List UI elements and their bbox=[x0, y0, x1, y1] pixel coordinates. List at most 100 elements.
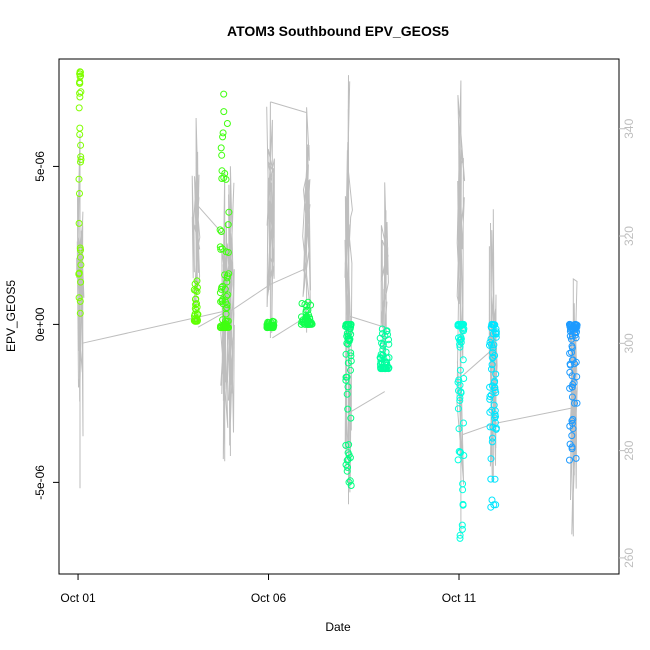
data-point-flight-0 bbox=[76, 68, 84, 76]
data-point-flight-0 bbox=[75, 175, 83, 183]
data-point-flight-0 bbox=[75, 269, 83, 277]
data-point-flight-0 bbox=[77, 246, 84, 254]
temperature-trace-3 bbox=[226, 166, 235, 456]
data-point-flight-7 bbox=[456, 366, 464, 374]
epv-points-group bbox=[75, 68, 581, 542]
temperature-connector-6 bbox=[270, 101, 307, 114]
data-point-flight-2 bbox=[220, 174, 228, 182]
data-point-flight-8 bbox=[491, 384, 499, 391]
data-point-flight-8 bbox=[488, 406, 496, 414]
data-point-flight-5 bbox=[346, 454, 354, 462]
temperature-connector-10 bbox=[462, 423, 494, 435]
data-point-flight-7 bbox=[457, 388, 465, 396]
data-point-flight-8 bbox=[492, 413, 499, 420]
data-point-flight-8 bbox=[487, 391, 495, 399]
data-point-flight-8 bbox=[491, 329, 499, 337]
data-point-flight-2 bbox=[217, 228, 225, 235]
data-point-flight-8 bbox=[492, 424, 500, 432]
data-point-flight-5 bbox=[347, 352, 355, 360]
data-point-flight-0 bbox=[77, 253, 84, 261]
temperature-connector-11 bbox=[493, 407, 574, 425]
data-point-flight-7 bbox=[460, 375, 468, 382]
data-point-flight-5 bbox=[344, 383, 352, 391]
temperature-connector-7 bbox=[348, 391, 385, 414]
data-point-flight-2 bbox=[219, 133, 227, 141]
data-point-flight-0 bbox=[77, 153, 85, 161]
data-point-flight-9 bbox=[573, 373, 581, 381]
data-point-flight-8 bbox=[492, 501, 500, 509]
data-point-flight-8 bbox=[488, 496, 496, 504]
data-point-flight-1 bbox=[190, 286, 198, 294]
data-point-flight-5 bbox=[347, 414, 355, 422]
data-point-flight-5 bbox=[344, 332, 352, 340]
data-point-flight-0 bbox=[76, 89, 84, 97]
y2-tick-label-2: 300 bbox=[622, 333, 636, 353]
data-point-flight-5 bbox=[343, 329, 351, 337]
data-point-flight-7 bbox=[456, 343, 464, 351]
data-point-flight-8 bbox=[486, 395, 494, 403]
data-point-flight-4 bbox=[301, 301, 309, 308]
data-point-flight-7 bbox=[459, 356, 467, 364]
chart-title: ATOM3 Southbound EPV_GEOS5 bbox=[227, 23, 449, 39]
data-point-flight-7 bbox=[457, 449, 464, 457]
data-point-flight-0 bbox=[76, 309, 84, 317]
data-point-flight-0 bbox=[77, 278, 85, 286]
data-point-flight-1 bbox=[191, 317, 199, 325]
data-point-flight-9 bbox=[573, 323, 581, 331]
temperature-trace-10 bbox=[568, 277, 578, 537]
temperature-trace-group bbox=[76, 75, 578, 537]
data-point-flight-2 bbox=[216, 289, 224, 297]
data-point-flight-0 bbox=[77, 158, 84, 166]
data-point-flight-7 bbox=[455, 425, 463, 433]
data-point-flight-7 bbox=[454, 456, 462, 464]
temperature-trace-4 bbox=[266, 101, 275, 338]
data-point-flight-2 bbox=[220, 90, 228, 98]
data-point-flight-9 bbox=[566, 384, 574, 392]
data-point-flight-5 bbox=[342, 441, 350, 449]
data-point-flight-7 bbox=[459, 500, 467, 508]
data-point-flight-0 bbox=[76, 297, 84, 305]
data-point-flight-2 bbox=[222, 321, 230, 329]
temperature-connector-5 bbox=[270, 267, 307, 285]
data-point-flight-8 bbox=[488, 438, 496, 446]
data-point-flight-2 bbox=[219, 300, 227, 308]
data-point-flight-4 bbox=[301, 320, 309, 328]
data-point-flight-6 bbox=[383, 327, 390, 335]
data-point-flight-7 bbox=[460, 419, 467, 427]
data-point-flight-7 bbox=[456, 336, 464, 344]
data-point-flight-2 bbox=[219, 129, 227, 137]
data-point-flight-7 bbox=[456, 531, 464, 539]
data-point-flight-0 bbox=[76, 244, 84, 252]
x-tick-label-1: Oct 06 bbox=[251, 591, 287, 605]
data-point-flight-1 bbox=[191, 310, 199, 318]
x-axis-label: Date bbox=[325, 620, 351, 634]
data-point-flight-8 bbox=[486, 393, 494, 400]
data-point-flight-8 bbox=[492, 370, 500, 378]
data-point-flight-2 bbox=[216, 226, 224, 234]
data-point-flight-5 bbox=[342, 350, 350, 358]
data-point-flight-9 bbox=[570, 379, 578, 387]
data-point-flight-7 bbox=[458, 521, 466, 529]
data-point-flight-8 bbox=[486, 383, 494, 391]
data-point-flight-8 bbox=[491, 475, 499, 483]
data-point-flight-1 bbox=[192, 295, 200, 303]
data-point-flight-2 bbox=[223, 317, 231, 325]
temperature-connector-8 bbox=[350, 316, 385, 328]
temperature-trace-8 bbox=[456, 80, 466, 537]
y-tick-label-1: 0e+00 bbox=[33, 307, 47, 341]
y2-tick-label-0: 260 bbox=[622, 548, 636, 568]
y-axis-right: 260 280 300 320 340 bbox=[619, 118, 636, 568]
data-point-flight-8 bbox=[492, 330, 500, 338]
data-point-flight-2 bbox=[216, 243, 224, 251]
data-point-flight-9 bbox=[568, 332, 576, 340]
y-axis-label: EPV_GEOS5 bbox=[4, 280, 18, 352]
data-point-flight-2 bbox=[224, 272, 231, 280]
data-point-flight-0 bbox=[75, 294, 83, 302]
data-point-flight-2 bbox=[223, 120, 231, 127]
data-point-flight-9 bbox=[566, 349, 574, 357]
data-point-flight-9 bbox=[569, 356, 577, 364]
data-point-flight-8 bbox=[492, 389, 500, 397]
data-point-flight-2 bbox=[222, 175, 230, 183]
data-point-flight-2 bbox=[224, 249, 232, 256]
data-point-flight-2 bbox=[218, 167, 226, 175]
